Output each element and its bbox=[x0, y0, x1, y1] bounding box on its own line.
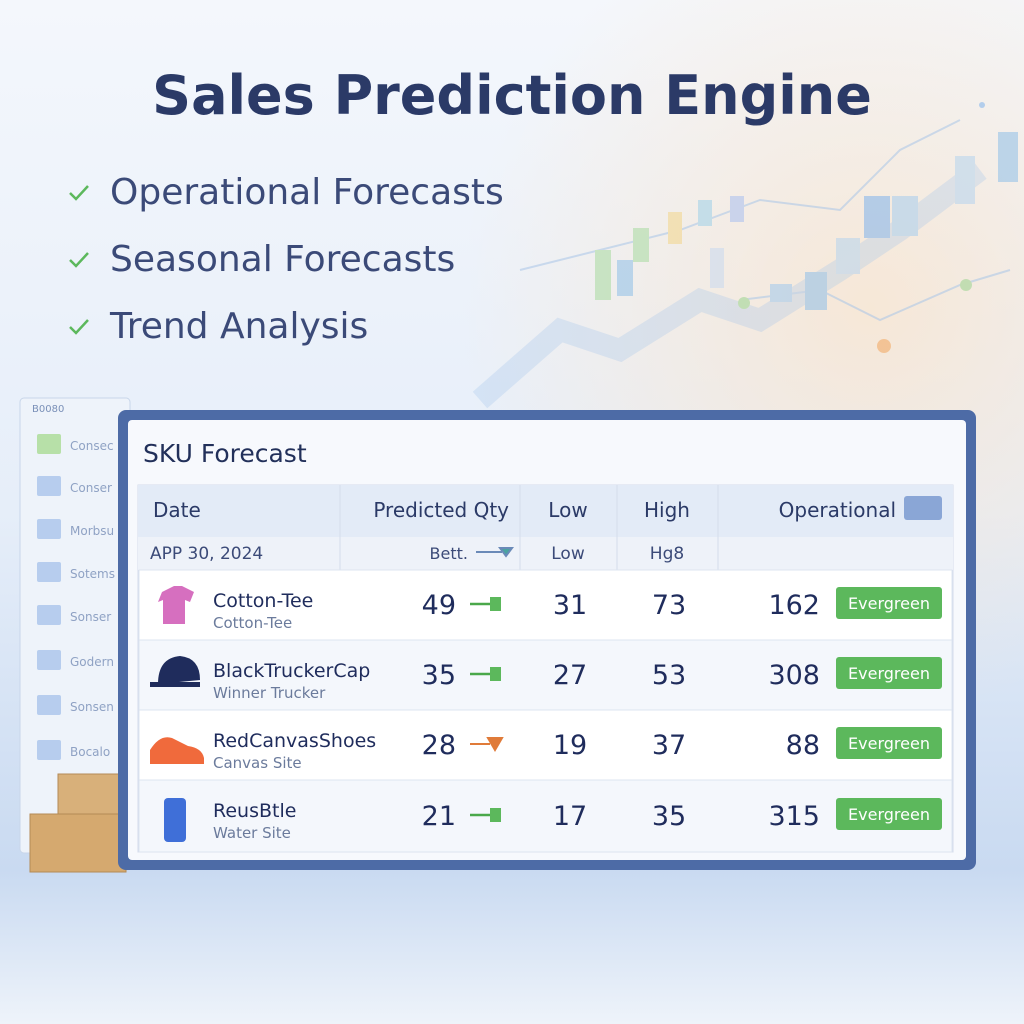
sidebar-item: Morbsu bbox=[70, 524, 114, 538]
operational-qty: 162 bbox=[768, 590, 820, 621]
tag-badge bbox=[836, 657, 942, 689]
cap-icon bbox=[150, 656, 200, 687]
product-subtitle: Cotton-Tee bbox=[213, 614, 292, 632]
shoe-icon bbox=[150, 737, 204, 764]
trend-steady-box bbox=[490, 808, 501, 822]
low-qty: 27 bbox=[553, 660, 587, 691]
high-qty: 35 bbox=[652, 801, 686, 832]
subheader-high: Hg8 bbox=[650, 544, 684, 564]
decor-chart bbox=[472, 102, 1018, 409]
operational-qty: 315 bbox=[768, 801, 820, 832]
boxes bbox=[29, 773, 129, 873]
subheader-icon bbox=[476, 547, 514, 558]
header-icon bbox=[904, 496, 942, 520]
column-header: Operational bbox=[779, 498, 896, 522]
predicted-qty: 28 bbox=[422, 730, 456, 761]
sidebar-item: Consec bbox=[70, 439, 114, 453]
sidebar-icon bbox=[37, 519, 61, 539]
tee-icon bbox=[158, 586, 194, 624]
table-row bbox=[138, 639, 953, 711]
low-qty: 17 bbox=[553, 801, 587, 832]
operational-qty: 308 bbox=[768, 660, 820, 691]
subheader-predicted: Bett. bbox=[430, 544, 468, 563]
predicted-qty: 21 bbox=[422, 801, 456, 832]
title: Sales Prediction Engine bbox=[152, 64, 872, 127]
low-qty: 19 bbox=[553, 730, 587, 761]
sidebar-item: Conser bbox=[70, 481, 112, 495]
product-name: BlackTruckerCap bbox=[213, 660, 370, 682]
check-icon bbox=[69, 185, 89, 201]
product-subtitle: Canvas Site bbox=[213, 754, 302, 772]
column-header: High bbox=[644, 498, 690, 522]
tag-label: Evergreen bbox=[848, 594, 930, 613]
table-row bbox=[138, 709, 953, 781]
sidebar-item: Sonser bbox=[70, 610, 111, 624]
product-name: RedCanvasShoes bbox=[213, 730, 376, 752]
trend-steady-box bbox=[490, 667, 501, 681]
subheader-date: APP 30, 2024 bbox=[150, 544, 263, 564]
operational-qty: 88 bbox=[786, 730, 820, 761]
product-subtitle: Water Site bbox=[213, 824, 291, 842]
check-icon bbox=[69, 252, 89, 268]
sidebar-item: Godern bbox=[70, 655, 114, 669]
trend-down bbox=[470, 737, 504, 752]
high-qty: 37 bbox=[652, 730, 686, 761]
bottle-icon bbox=[164, 798, 186, 842]
high-qty: 73 bbox=[652, 590, 686, 621]
table-subheader bbox=[138, 537, 953, 570]
predicted-qty: 35 bbox=[422, 660, 456, 691]
panel-title: SKU Forecast bbox=[143, 439, 307, 468]
tag-badge bbox=[836, 798, 942, 830]
feature: Trend Analysis bbox=[109, 306, 368, 347]
tag-label: Evergreen bbox=[848, 805, 930, 824]
subheader-low: Low bbox=[551, 544, 585, 564]
feature: Seasonal Forecasts bbox=[110, 239, 455, 280]
table-header bbox=[138, 485, 953, 537]
sidebar-icon bbox=[37, 476, 61, 496]
column-header: Predicted Qty bbox=[373, 498, 509, 522]
tag-label: Evergreen bbox=[848, 734, 930, 753]
sidebar-icon bbox=[37, 605, 61, 625]
check-icon bbox=[69, 319, 89, 335]
sidebar-icon bbox=[37, 434, 61, 454]
column-header: Low bbox=[548, 498, 587, 522]
table-row bbox=[138, 779, 953, 853]
product-name: Cotton-Tee bbox=[213, 590, 313, 612]
sidebar-item: Bocalo bbox=[70, 745, 110, 759]
tag-label: Evergreen bbox=[848, 664, 930, 683]
sidebar-icon bbox=[37, 695, 61, 715]
sidebar-icon bbox=[37, 562, 61, 582]
sidebar-item: Sotems bbox=[70, 567, 115, 581]
trend-steady-box bbox=[490, 597, 501, 611]
table-row bbox=[138, 569, 953, 641]
tag-badge bbox=[836, 587, 942, 619]
feature: Operational Forecasts bbox=[110, 172, 504, 213]
column-header: Date bbox=[153, 498, 201, 522]
product-name: ReusBtle bbox=[213, 800, 296, 822]
predicted-qty: 49 bbox=[422, 590, 456, 621]
high-qty: 53 bbox=[652, 660, 686, 691]
low-qty: 31 bbox=[553, 590, 587, 621]
sidebar-header: B0080 bbox=[32, 404, 64, 415]
sidebar-icon bbox=[37, 740, 61, 760]
tag-badge bbox=[836, 727, 942, 759]
product-subtitle: Winner Trucker bbox=[213, 684, 326, 702]
sidebar-item: Sonsen bbox=[70, 700, 114, 714]
sidebar-icon bbox=[37, 650, 61, 670]
